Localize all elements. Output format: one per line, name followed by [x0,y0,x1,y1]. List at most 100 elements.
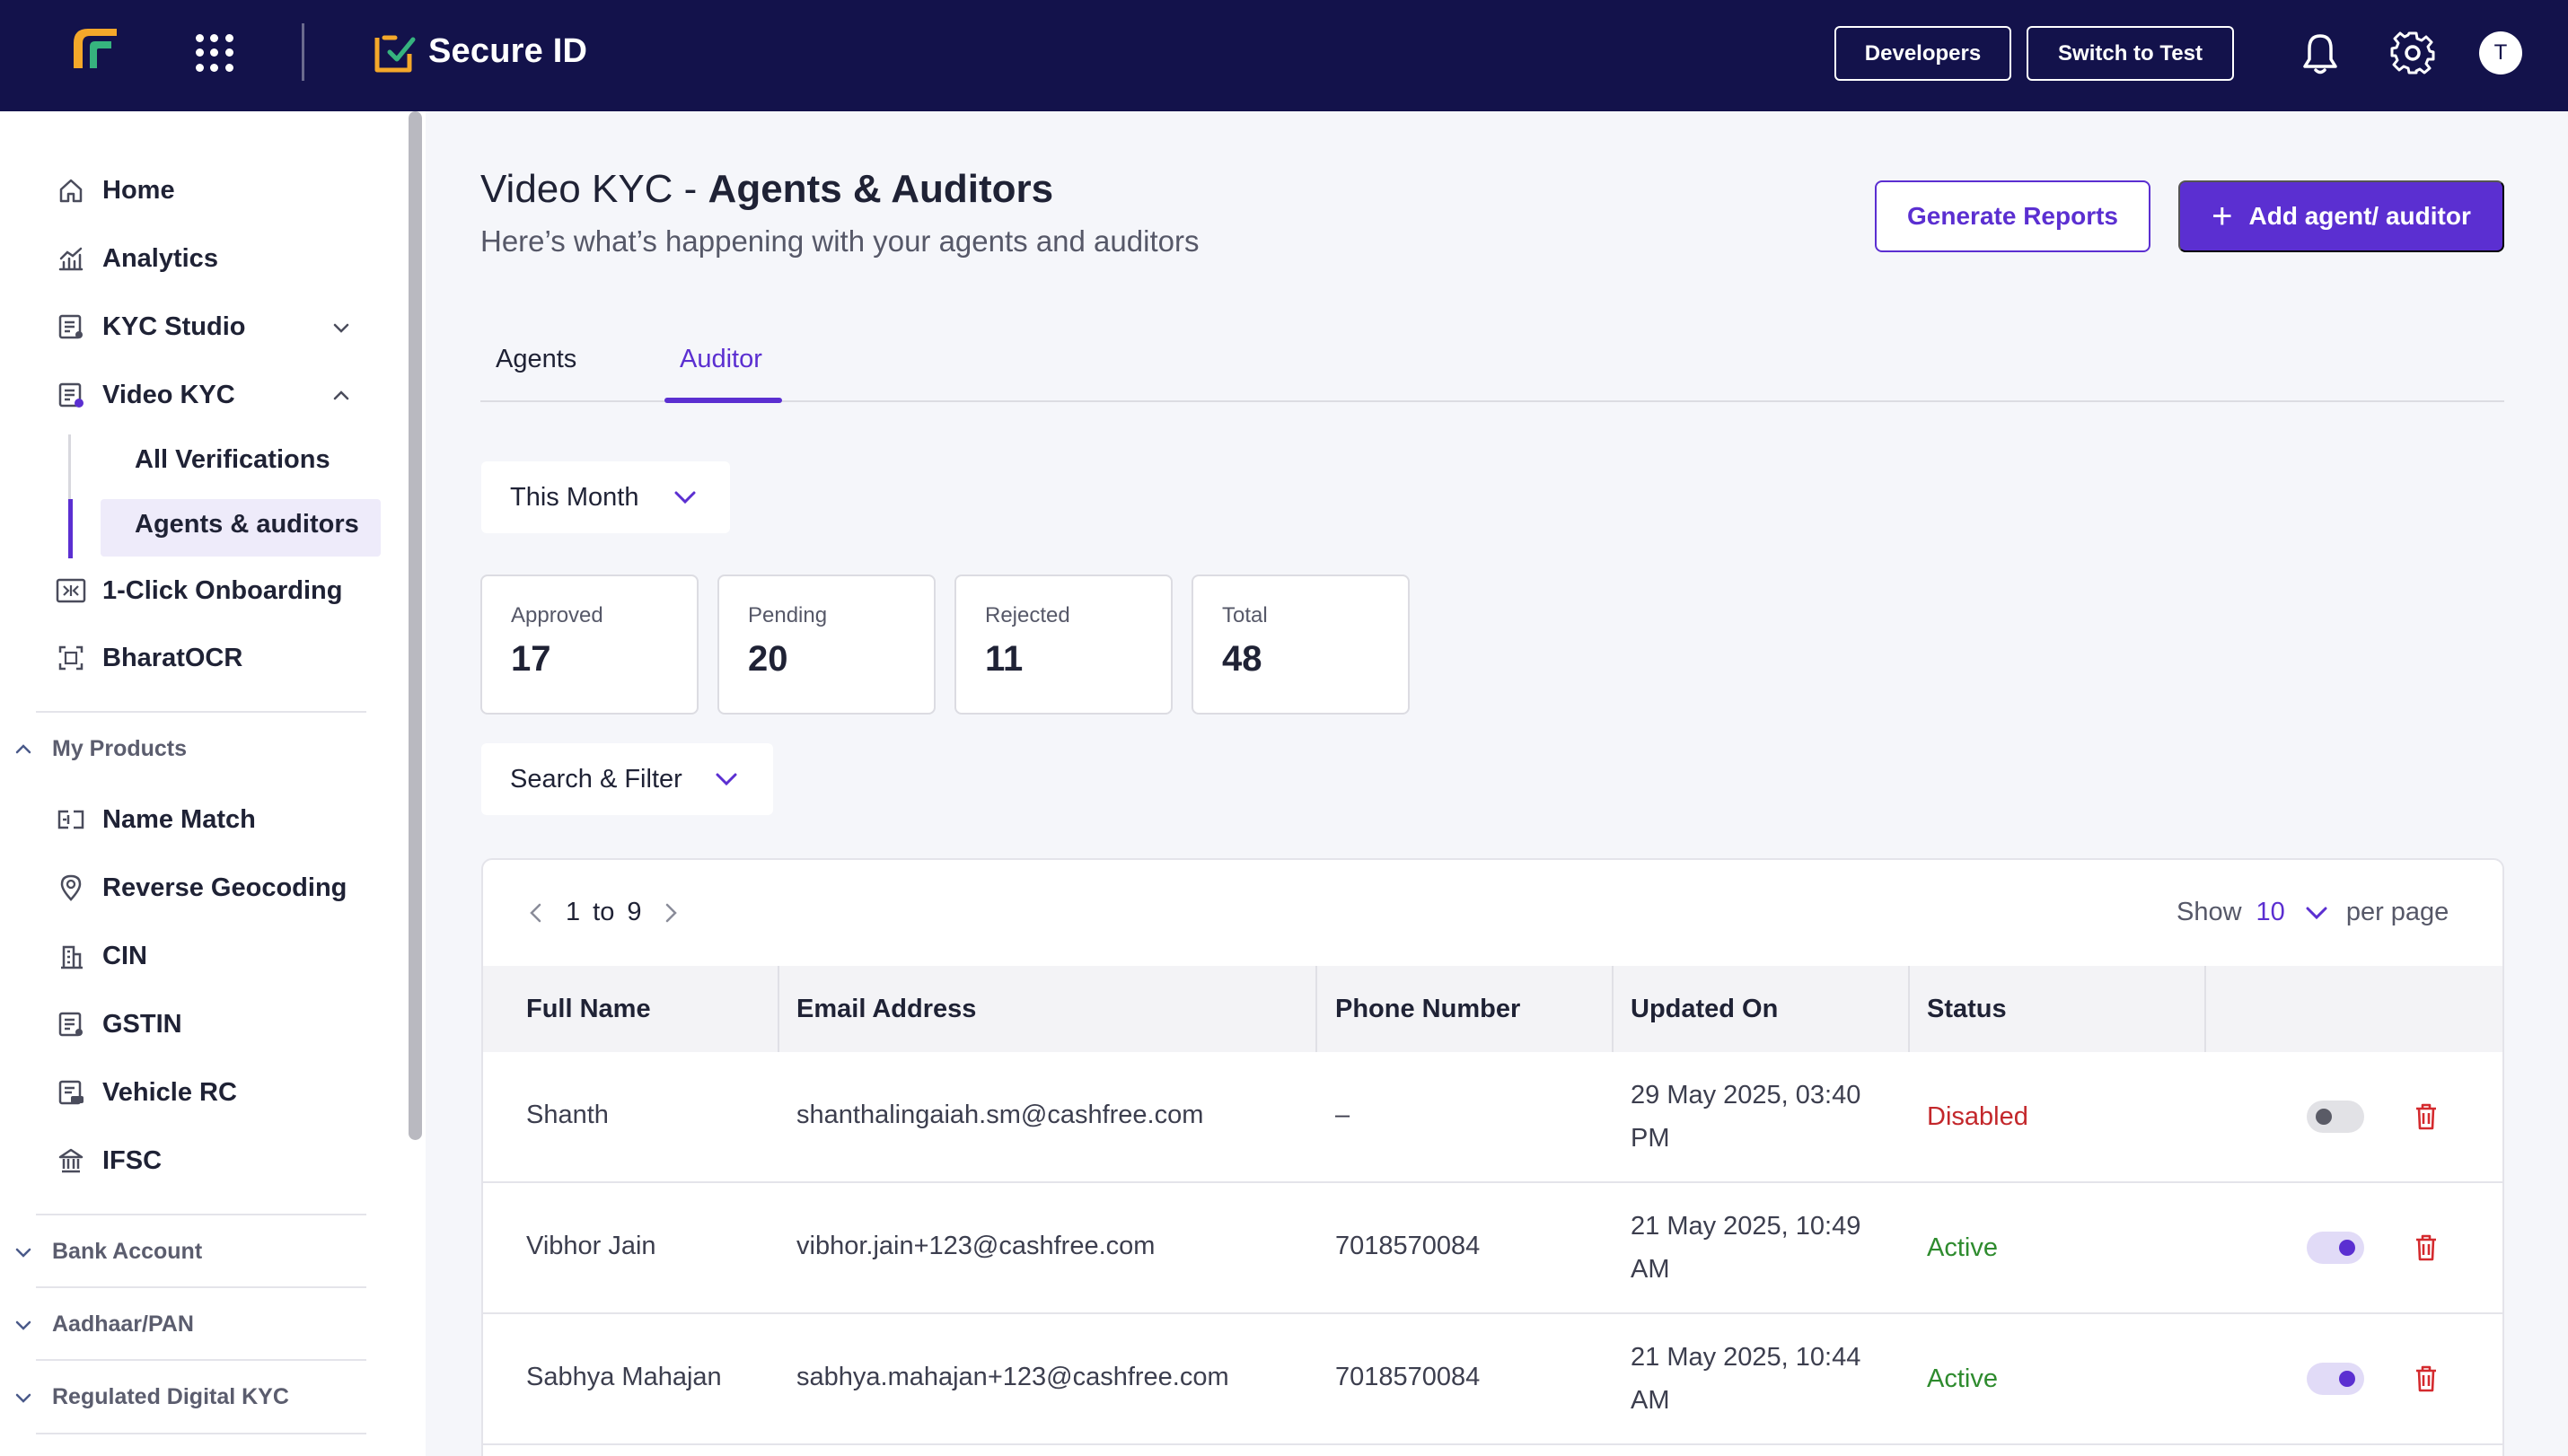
sidebar [0,111,426,1456]
tab-agents[interactable]: Agents [496,345,577,373]
cashfree-logo-icon[interactable] [70,23,120,74]
cell-updated-on: 29 May 2025, 03:40 PM [1631,1074,1860,1160]
sidebar-item-reverse-geocoding[interactable]: Reverse Geocoding [56,868,347,908]
column-divider [1908,966,1910,1052]
building-icon [56,941,86,971]
sidebar-item-label: CIN [102,941,147,970]
pagination: 1 to 9 [524,898,682,927]
cell-phone: 7018570084 [1335,1363,1481,1391]
location-pin-icon [56,873,86,903]
stat-card-approved: Approved 17 [480,575,699,715]
period-filter-dropdown[interactable]: This Month [481,461,730,533]
column-header-status[interactable]: Status [1927,994,2007,1023]
page-size-selector[interactable]: Show 10 per page [2177,898,2449,927]
sidebar-subitem-all-verifications[interactable]: All Verifications [135,445,330,474]
video-kyc-icon [56,380,86,410]
status-badge: Active [1927,1233,1998,1262]
chevron-right-icon[interactable] [659,901,682,925]
sidebar-item-bharatocr[interactable]: BharatOCR [56,638,242,678]
cell-full-name: Sabhya Mahajan [526,1363,722,1391]
avatar[interactable]: T [2479,31,2522,75]
pager-to: 9 [627,898,642,926]
status-badge: Disabled [1927,1102,2028,1131]
submenu-active-indicator [68,499,73,558]
chevron-left-icon[interactable] [524,901,548,925]
search-filter-dropdown[interactable]: Search & Filter [481,743,773,815]
cell-updated-on: 21 May 2025, 10:44 AM [1631,1336,1860,1422]
stat-value: 17 [511,639,551,679]
switch-to-test-button[interactable]: Switch to Test [2027,26,2234,81]
chevron-down-icon [674,491,696,504]
chevron-up-icon[interactable] [330,385,352,407]
sidebar-item-one-click-onboarding[interactable]: 1-Click Onboarding [56,571,342,610]
sidebar-item-vehicle-rc[interactable]: Vehicle RC [56,1073,237,1112]
page-title-bold: Agents & Auditors [708,167,1054,211]
section-label: Bank Account [52,1239,203,1264]
trash-icon[interactable] [2414,1233,2439,1262]
column-header-full-name[interactable]: Full Name [526,994,651,1023]
page-size-value: 10 [2256,898,2285,926]
cell-phone: 7018570084 [1335,1232,1481,1260]
sidebar-divider [36,1433,366,1434]
row-divider [483,1443,2502,1445]
sidebar-subitem-agents-auditors[interactable]: Agents & auditors [135,510,359,539]
updated-date: 29 May 2025, 03:40 [1631,1081,1861,1110]
section-regulated-digital-kyc[interactable]: Regulated Digital KYC [13,1384,289,1410]
generate-reports-button[interactable]: Generate Reports [1875,180,2150,252]
cell-full-name: Shanth [526,1101,609,1129]
sidebar-item-video-kyc[interactable]: Video KYC [56,375,235,415]
gear-icon[interactable] [2390,31,2435,75]
section-aadhaar-pan[interactable]: Aadhaar/PAN [13,1311,194,1338]
product-name: Secure ID [428,32,588,70]
sidebar-scrollbar[interactable] [409,111,422,1140]
cell-updated-on: 21 May 2025, 10:49 AM [1631,1205,1860,1291]
add-agent-auditor-button[interactable]: + Add agent/ auditor [2178,180,2504,252]
stat-label: Approved [511,603,603,627]
chevron-down-icon[interactable] [330,317,352,338]
trash-icon[interactable] [2414,1102,2439,1131]
stat-card-pending: Pending 20 [717,575,936,715]
page-subtitle: Here’s what’s happening with your agents… [480,224,1200,258]
section-my-products[interactable]: My Products [13,736,187,762]
toggle-knob [2339,1240,2355,1256]
sidebar-item-cin[interactable]: CIN [56,936,147,976]
sidebar-item-label: Home [102,175,175,205]
page-title: Video KYC - Agents & Auditors [480,167,1053,212]
cell-email: vibhor.jain+123@cashfree.com [796,1232,1156,1260]
bell-icon[interactable] [2300,32,2340,75]
chevron-up-icon [15,743,31,753]
sidebar-item-label: KYC Studio [102,311,246,341]
show-label: Show [2177,898,2242,926]
column-header-updated-on[interactable]: Updated On [1631,994,1779,1023]
sidebar-item-ifsc[interactable]: IFSC [56,1141,162,1180]
sidebar-item-label: Analytics [102,243,218,273]
sidebar-item-name-match[interactable]: Name Match [56,800,256,839]
tab-auditor[interactable]: Auditor [680,345,762,373]
enable-toggle[interactable] [2307,1232,2364,1264]
page-title-prefix: Video KYC - [480,167,708,211]
column-header-email[interactable]: Email Address [796,994,977,1023]
bank-icon [56,1145,86,1176]
updated-ampm: AM [1631,1386,1670,1415]
cell-email: sabhya.mahajan+123@cashfree.com [796,1363,1229,1391]
chevron-down-icon [15,1248,31,1258]
developers-button[interactable]: Developers [1834,26,2011,81]
sidebar-item-label: Reverse Geocoding [102,873,347,902]
sidebar-item-analytics[interactable]: Analytics [56,239,218,278]
stat-label: Rejected [985,603,1070,627]
apps-grid-icon[interactable] [196,34,233,72]
stat-label: Total [1222,603,1268,627]
cell-email: shanthalingaiah.sm@cashfree.com [796,1101,1204,1129]
enable-toggle[interactable] [2307,1101,2364,1133]
cell-phone: – [1335,1101,1350,1129]
enable-toggle[interactable] [2307,1363,2364,1395]
section-bank-account[interactable]: Bank Account [13,1239,202,1265]
updated-date: 21 May 2025, 10:44 [1631,1343,1861,1372]
column-header-phone[interactable]: Phone Number [1335,994,1521,1023]
stat-value: 11 [985,639,1024,679]
sidebar-item-home[interactable]: Home [56,171,175,210]
sidebar-item-gstin[interactable]: GSTIN [56,1004,182,1044]
pager-to-label: to [593,898,615,926]
sidebar-item-kyc-studio[interactable]: KYC Studio [56,307,246,346]
trash-icon[interactable] [2414,1364,2439,1393]
